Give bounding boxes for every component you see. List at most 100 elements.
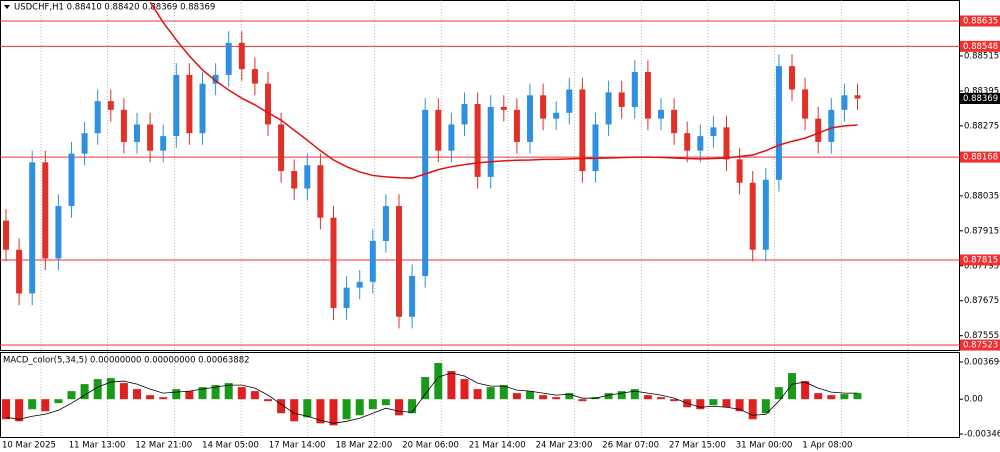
x-tick-label: 24 Mar 23:00 <box>536 441 593 451</box>
x-tick-label: 20 Mar 06:00 <box>402 441 459 451</box>
candle-body <box>487 106 494 177</box>
macd-bar <box>447 371 456 400</box>
candle-body <box>841 95 848 110</box>
macd-bar <box>303 399 312 418</box>
candle-body <box>382 206 389 242</box>
signal-line <box>5 372 858 424</box>
candle-body <box>212 74 219 84</box>
x-tick-label: 12 Mar 21:00 <box>135 441 192 451</box>
macd-bar <box>788 373 796 400</box>
macd-bar <box>106 378 115 400</box>
macd-bar <box>198 387 207 400</box>
x-tick-label: 18 Mar 22:00 <box>336 441 393 451</box>
x-tick-label: 10 Mar 2025 <box>2 441 56 451</box>
candle-body <box>500 106 507 110</box>
candle-body <box>107 101 114 110</box>
title-arrow <box>4 5 10 9</box>
macd-bar <box>408 399 417 414</box>
macd-bar <box>28 399 37 410</box>
candle-body <box>749 182 756 250</box>
macd-bar <box>552 397 561 400</box>
macd-bar <box>735 399 744 412</box>
candle-body <box>605 92 612 125</box>
candle-body <box>29 162 36 294</box>
candle-body <box>684 133 691 151</box>
macd-bar <box>657 397 665 400</box>
y-tick-label: 0.87555 <box>964 331 999 341</box>
candle-body <box>356 281 363 288</box>
macd-bar <box>722 399 731 408</box>
x-tick-label: 31 Mar 00:00 <box>736 441 793 451</box>
candle-body <box>369 241 376 282</box>
candle-body <box>540 95 547 119</box>
macd-bar <box>486 387 495 400</box>
candle-body <box>278 124 285 172</box>
candle-body <box>775 66 782 180</box>
macd-bar <box>2 399 10 420</box>
x-tick-label: 1 Apr 08:00 <box>802 441 852 451</box>
macd-bar <box>630 389 639 400</box>
macd-bar <box>853 393 862 400</box>
candle-body <box>592 124 599 172</box>
y-tick-label: 0.88515 <box>964 51 999 61</box>
macd-bar <box>473 389 482 400</box>
candle-body <box>644 71 651 119</box>
main-frame <box>0 0 960 351</box>
macd-bar <box>499 385 508 400</box>
level-label-bg <box>960 151 1000 163</box>
candle-body <box>618 92 625 107</box>
macd-bar <box>565 393 574 400</box>
last-price-label: 0.88369 <box>963 94 998 104</box>
candle-body <box>461 104 468 125</box>
macd-bar <box>460 379 469 400</box>
candle-body <box>435 109 442 151</box>
level-label: 0.88548 <box>963 42 998 52</box>
macd-bar <box>355 399 364 416</box>
candle-body <box>527 95 533 142</box>
macd-bar <box>395 399 403 416</box>
macd-bar <box>578 399 587 402</box>
macd-bar <box>93 379 102 400</box>
y-tick-label: 0.88275 <box>964 121 999 131</box>
macd-bar <box>316 399 325 424</box>
candle-body <box>854 95 861 99</box>
macd-bar <box>827 395 836 400</box>
macd-bar <box>133 389 141 400</box>
macd-title: MACD_color(5,34,5) 0.00000000 0.00000000… <box>3 356 250 366</box>
macd-bar <box>211 385 220 400</box>
macd-bar <box>840 394 849 400</box>
candle-body <box>199 83 206 134</box>
macd-bar <box>709 399 718 406</box>
level-label: 0.87523 <box>963 341 998 351</box>
candle-body <box>828 109 835 142</box>
candle-body <box>343 287 350 309</box>
candle-body <box>304 165 311 189</box>
macd-bar <box>15 399 24 422</box>
macd-bar <box>526 391 534 400</box>
level-label-bg <box>960 339 1000 351</box>
y-tick-label: 0.88395 <box>964 86 999 96</box>
macd-bar <box>277 399 286 414</box>
x-tick-label: 26 Mar 07:00 <box>602 441 659 451</box>
macd-bar <box>434 362 443 400</box>
candle-body <box>815 118 822 142</box>
candle-body <box>317 165 324 218</box>
x-tick-label: 17 Mar 14:00 <box>269 441 326 451</box>
macd-bar <box>342 399 351 420</box>
y-tick-label: 0.88035 <box>964 191 999 201</box>
candle-body <box>579 89 586 172</box>
macd-bar <box>617 391 626 400</box>
macd-bar <box>41 399 50 412</box>
candle-body <box>736 159 743 183</box>
level-label-bg <box>960 40 1000 52</box>
candle-body <box>68 153 75 207</box>
candle-body <box>658 109 664 119</box>
macd-bar <box>421 377 430 400</box>
candle-body <box>3 220 9 250</box>
candle-body <box>409 275 416 317</box>
level-label: 0.88635 <box>963 16 998 26</box>
macd-bar <box>814 393 823 400</box>
macd-bar <box>604 393 613 400</box>
macd-bar <box>774 387 783 400</box>
